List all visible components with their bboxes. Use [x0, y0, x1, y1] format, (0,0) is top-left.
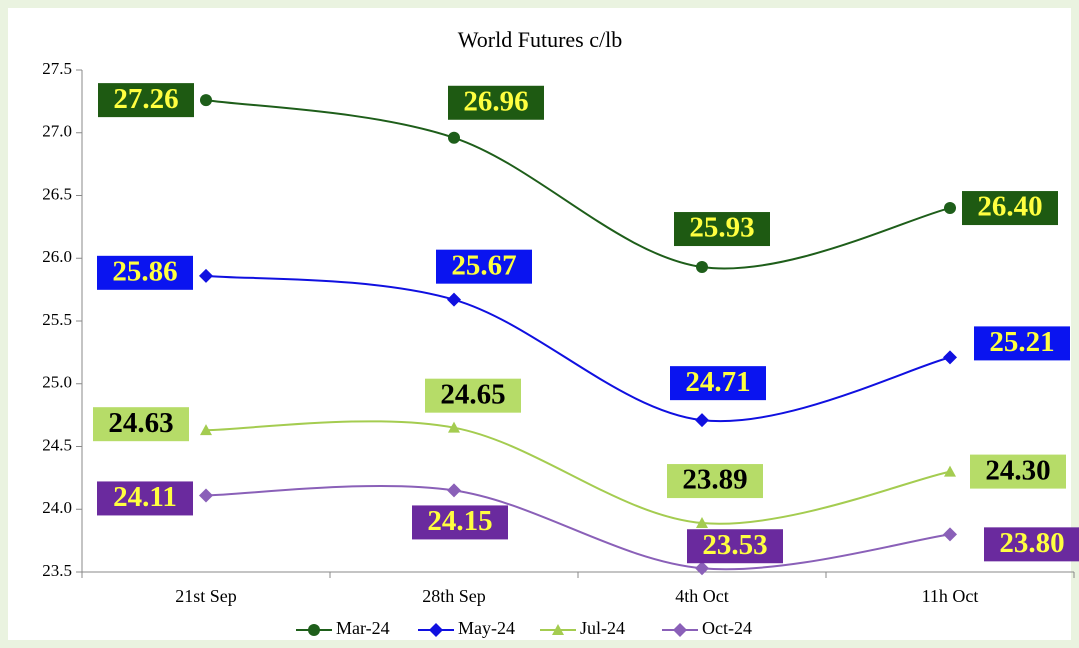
marker [199, 268, 213, 283]
marker [944, 202, 956, 215]
x-tick-label: 28th Sep [422, 586, 486, 606]
marker [695, 413, 709, 428]
legend-item: Jul-24 [540, 618, 625, 638]
data-label-box [412, 505, 508, 540]
data-label-text: 23.89 [682, 464, 747, 496]
data-label-box [667, 464, 763, 499]
data-label-text: 25.86 [112, 255, 177, 287]
marker [696, 261, 708, 274]
data-label: 25.67 [436, 249, 532, 284]
data-label-box [97, 481, 193, 516]
legend-marker [552, 624, 564, 635]
data-label-box [448, 85, 544, 120]
y-tick-label: 27.5 [42, 59, 72, 78]
marker [696, 517, 708, 529]
y-tick-label: 26.0 [42, 247, 72, 266]
marker [447, 292, 461, 307]
y-tick-label: 24.5 [42, 435, 72, 454]
data-label: 24.15 [412, 505, 508, 540]
data-label-box [97, 255, 193, 290]
marker [943, 350, 957, 365]
marker [447, 483, 461, 498]
data-label-box [98, 83, 194, 118]
data-label-box [93, 407, 189, 442]
y-tick-label: 26.5 [42, 184, 72, 203]
data-label-text: 24.15 [427, 505, 492, 537]
series-line [205, 484, 951, 571]
data-label-text: 24.71 [685, 366, 750, 398]
data-label: 23.53 [687, 529, 783, 564]
data-label-text: 24.63 [108, 407, 173, 439]
data-label: 24.11 [97, 481, 193, 516]
data-label: 24.30 [970, 454, 1066, 489]
series-line [205, 274, 951, 423]
data-label: 26.96 [448, 85, 544, 120]
data-label-text: 24.30 [985, 454, 1050, 486]
marker [448, 131, 460, 144]
data-label: 25.86 [97, 255, 193, 290]
data-label: 24.63 [93, 407, 189, 442]
data-label-box [674, 212, 770, 247]
chart-title: World Futures c/lb [458, 27, 622, 52]
legend-label: May-24 [458, 618, 515, 638]
data-label: 23.89 [667, 464, 763, 499]
data-label-text: 25.93 [689, 212, 754, 244]
marker [448, 421, 460, 433]
y-tick-label: 24.0 [42, 498, 72, 517]
marker [200, 424, 212, 436]
data-label-text: 26.96 [463, 85, 528, 117]
data-label: 26.40 [962, 191, 1058, 226]
data-label-text: 24.11 [113, 481, 177, 513]
data-label: 23.80 [984, 527, 1079, 562]
data-label-box [425, 378, 521, 413]
data-label: 24.71 [670, 366, 766, 401]
legend-marker [673, 623, 687, 637]
legend-marker [308, 624, 320, 636]
series-line [205, 99, 951, 270]
y-tick-label: 27.0 [42, 122, 72, 141]
legend-item: May-24 [418, 618, 515, 638]
series-line [205, 420, 951, 525]
data-label-box [974, 326, 1070, 361]
data-label-box [962, 191, 1058, 226]
x-tick-label: 4th Oct [675, 586, 729, 606]
data-label-text: 24.65 [440, 378, 505, 410]
data-label-text: 25.21 [989, 326, 1054, 358]
data-label-text: 25.67 [451, 249, 516, 281]
legend-item: Mar-24 [296, 618, 390, 638]
y-tick-label: 25.5 [42, 310, 72, 329]
data-label-text: 23.53 [702, 529, 767, 561]
marker [944, 465, 956, 477]
data-label-box [687, 529, 783, 564]
legend-label: Jul-24 [580, 618, 625, 638]
data-label-box [984, 527, 1079, 562]
data-label-text: 27.26 [113, 83, 178, 115]
marker [943, 527, 957, 542]
legend-label: Mar-24 [336, 618, 390, 638]
data-label-text: 26.40 [977, 191, 1042, 223]
data-label: 25.93 [674, 212, 770, 247]
data-label-text: 23.80 [999, 527, 1064, 559]
legend-item: Oct-24 [662, 618, 752, 638]
x-tick-label: 11h Oct [922, 586, 979, 606]
marker [199, 488, 213, 503]
legend-marker [429, 623, 443, 637]
data-label-box [670, 366, 766, 401]
legend-label: Oct-24 [702, 618, 752, 638]
x-tick-label: 21st Sep [175, 586, 237, 606]
y-tick-label: 23.5 [42, 561, 72, 580]
data-label: 25.21 [974, 326, 1070, 361]
marker [200, 94, 212, 107]
marker [695, 561, 709, 576]
data-label: 24.65 [425, 378, 521, 413]
y-tick-label: 25.0 [42, 373, 72, 392]
data-label: 27.26 [98, 83, 194, 118]
data-label-box [436, 249, 532, 284]
data-label-box [970, 454, 1066, 489]
